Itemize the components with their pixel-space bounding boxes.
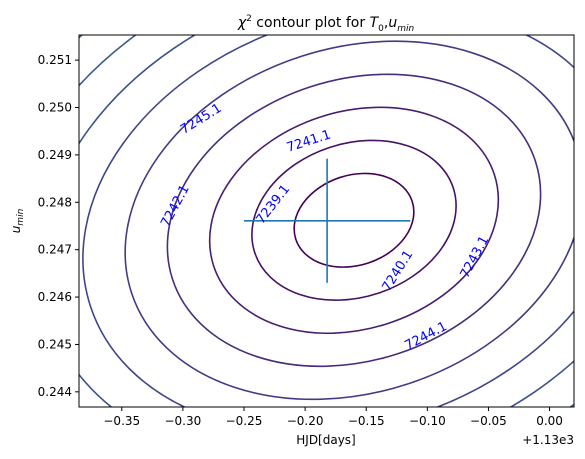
- y-tick-label-7: 0.251: [38, 53, 72, 67]
- contour-line-2: [208, 106, 500, 335]
- x-axis-offset: +1.13e3: [522, 433, 574, 447]
- x-tick-label-0: −0.35: [103, 414, 140, 428]
- contour-line-3: [166, 73, 542, 368]
- y-tick-label-6: 0.250: [38, 101, 72, 115]
- y-tick-label-1: 0.245: [38, 337, 72, 351]
- y-axis-ticks: 0.244 0.245 0.246 0.247 0.248 0.249 0.250 0.251: [38, 53, 79, 399]
- x-tick-label-2: −0.25: [226, 414, 263, 428]
- x-tick-label-7: 0.00: [536, 414, 563, 428]
- y-tick-label-4: 0.248: [38, 195, 72, 209]
- y-tick-label-2: 0.246: [38, 290, 72, 304]
- contour-line-4: [124, 40, 574, 401]
- x-tick-label-4: −0.15: [348, 414, 385, 428]
- x-tick-label-6: −0.05: [470, 414, 507, 428]
- y-axis-label: umin: [9, 208, 26, 233]
- x-tick-label-5: −0.10: [409, 414, 446, 428]
- chart-title: χ2 contour plot for T0,umin: [237, 14, 415, 34]
- contour-label-2: 7242.1: [158, 182, 193, 229]
- x-tick-label-3: −0.20: [287, 414, 324, 428]
- contour-label-5: 7243.1: [458, 234, 493, 281]
- y-tick-label-5: 0.249: [38, 148, 72, 162]
- x-tick-label-1: −0.30: [164, 414, 201, 428]
- contour-label-6: 7244.1: [403, 319, 450, 354]
- contour-label-1: 7241.1: [285, 127, 333, 155]
- y-tick-label-3: 0.247: [38, 243, 72, 257]
- y-tick-label-0: 0.244: [38, 385, 72, 399]
- x-axis-label: HJD[days]: [296, 433, 356, 447]
- plot-frame: [78, 34, 575, 408]
- x-axis-ticks: −0.35 −0.30 −0.25 −0.20 −0.15 −0.10 −0.05 0.00: [103, 407, 563, 428]
- contour-line-5: [82, 35, 574, 407]
- best-fit-crosshair: [244, 158, 411, 283]
- contour-line-0: [293, 172, 415, 268]
- contour-label-0: 7245.1: [178, 101, 225, 138]
- contour-line-1: [251, 139, 457, 301]
